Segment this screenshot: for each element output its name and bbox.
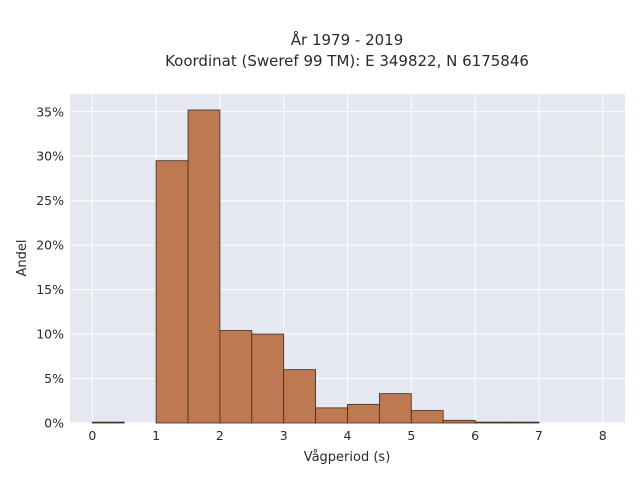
y-axis-label: Andel — [15, 240, 30, 277]
y-tick-label: 10% — [36, 327, 64, 342]
y-tick-label: 25% — [36, 193, 64, 208]
histogram-bar — [378, 393, 412, 424]
y-tick-label: 0% — [44, 416, 64, 431]
histogram-bar — [315, 407, 348, 424]
x-tick-label: 0 — [88, 428, 96, 443]
histogram-bar — [347, 403, 380, 424]
x-tick-label: 2 — [216, 428, 224, 443]
x-tick-label: 7 — [535, 428, 543, 443]
histogram-bars — [91, 109, 540, 424]
histogram-bar — [187, 109, 221, 424]
x-tick-label: 8 — [599, 428, 607, 443]
x-tick-label: 1 — [152, 428, 160, 443]
y-tick-label: 5% — [44, 371, 64, 386]
histogram-bar — [283, 369, 317, 424]
x-tick-label: 6 — [471, 428, 479, 443]
chart-title-line1: År 1979 - 2019 — [291, 30, 404, 49]
histogram-bar — [474, 421, 508, 424]
x-tick-labels: 0 1 2 3 4 5 6 7 8 — [88, 428, 606, 443]
histogram-bar — [91, 421, 125, 424]
x-tick-label: 3 — [280, 428, 288, 443]
y-tick-labels: 0% 5% 10% 15% 20% 25% 30% 35% — [36, 104, 64, 430]
x-axis-label: Vågperiod (s) — [304, 450, 391, 465]
y-tick-label: 35% — [36, 104, 64, 119]
y-tick-label: 15% — [36, 282, 64, 297]
x-tick-label: 5 — [407, 428, 415, 443]
y-tick-label: 30% — [36, 149, 64, 164]
chart-title-line2: Koordinat (Sweref 99 TM): E 349822, N 61… — [165, 52, 529, 70]
y-tick-label: 20% — [36, 238, 64, 253]
histogram-bar — [251, 333, 285, 424]
x-tick-label: 4 — [344, 428, 352, 443]
histogram-bar — [506, 421, 540, 424]
histogram-bar — [410, 410, 444, 424]
histogram-bar — [442, 419, 476, 424]
histogram-bar — [155, 160, 189, 424]
histogram-bar — [219, 330, 253, 424]
